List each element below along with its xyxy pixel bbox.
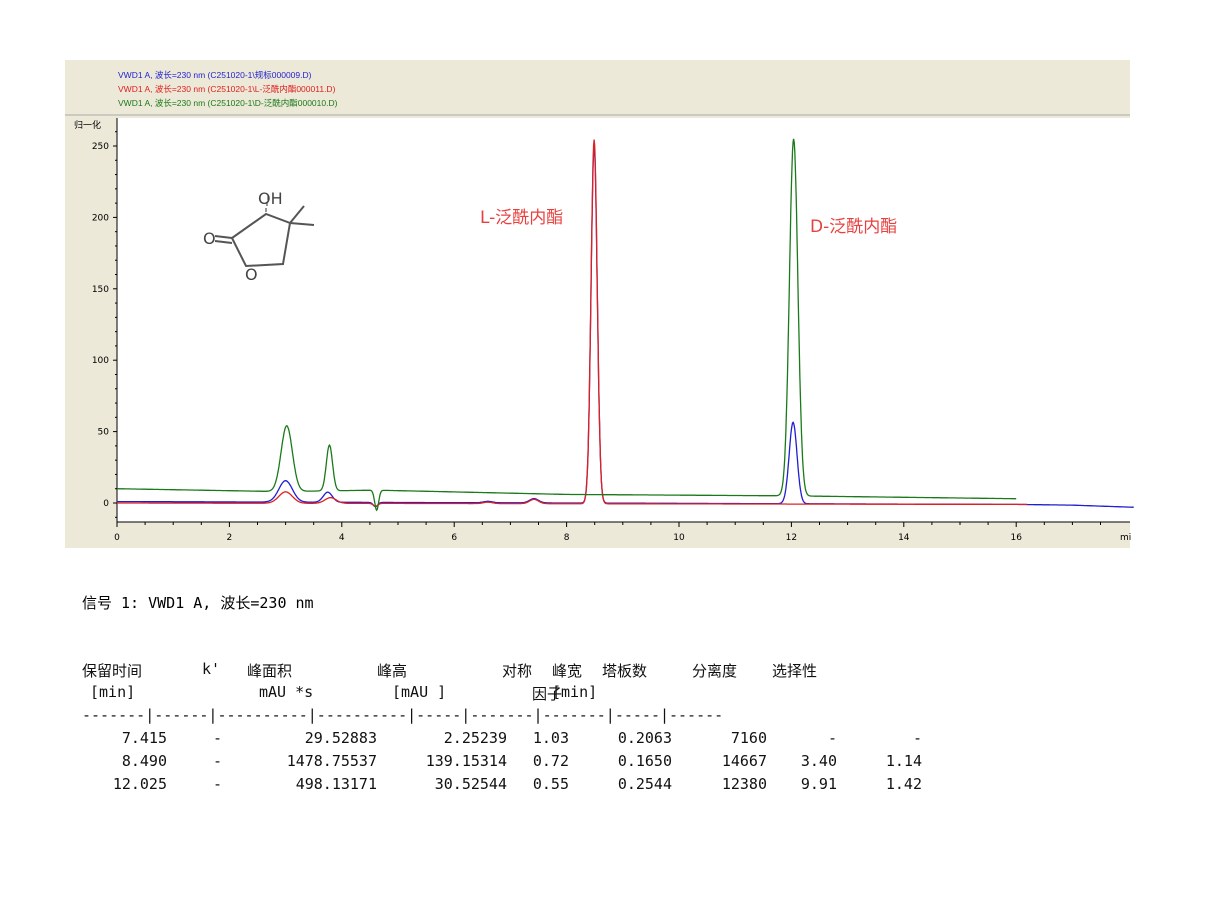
x-tick-label: 12 — [786, 533, 797, 543]
carbonyl-oxygen-label: O — [203, 229, 216, 248]
table-cell: - — [212, 775, 222, 793]
legend-entry-l: VWD1 A, 波长=230 nm (C251020-1\L-泛酰内酯00001… — [118, 84, 336, 94]
x-tick-label: 2 — [227, 533, 233, 543]
legend-entry-standard: VWD1 A, 波长=230 nm (C251020-1\规标000009.D) — [118, 70, 312, 80]
y-unit-label: 归一化 — [74, 119, 101, 131]
table-cell: 保留时间 — [82, 662, 143, 680]
table-cell: 1478.75537 — [286, 752, 377, 770]
table-cell: 3.40 — [800, 752, 837, 770]
table-cell: 0.72 — [532, 752, 569, 770]
table-cell: 峰面积 — [247, 662, 293, 680]
x-unit-label: mi — [1120, 533, 1131, 543]
table-cell: [min] — [90, 683, 136, 701]
y-tick-label: 100 — [92, 356, 109, 366]
trace-l-isomer — [117, 139, 1028, 507]
table-cell: 因子 — [532, 685, 563, 703]
table-cell: 0.2544 — [617, 775, 672, 793]
table-cell: [min] — [552, 683, 598, 701]
peak-table: 保留时间 k' 峰面积 峰高 对称 峰宽 塔板数 分离度 选择性 [min] mAU *s [mAU… — [82, 660, 982, 798]
table-row: 7.415 - 29.52883 2.25239 1.03 0.2063 7160 - - — [82, 729, 982, 752]
table-cell: 0.2063 — [617, 729, 672, 747]
chromatogram-chart: 归一化 mi 0 50 100 150 200 250 0 2 4 6 8 10 12 14 16 OH O… — [65, 114, 1134, 543]
table-cell: 1.03 — [532, 729, 569, 747]
table-cell: 1.42 — [885, 775, 922, 793]
x-tick-label: 4 — [339, 533, 345, 543]
legend-entry-d: VWD1 A, 波长=230 nm (C251020-1\D-泛酰内酯00001… — [118, 98, 338, 108]
molecule-structure-icon — [214, 196, 315, 268]
y-tick-label: 150 — [92, 285, 109, 295]
table-cell: 7160 — [730, 729, 767, 747]
signal-title: 信号 1: VWD1 A, 波长=230 nm — [82, 594, 314, 612]
table-separator: -------|------|----------|----------|---… — [82, 706, 724, 724]
table-cell: - — [212, 729, 222, 747]
table-row: 8.490 - 1478.75537 139.15314 0.72 0.1650 14667… — [82, 752, 982, 775]
table-cell: 30.52544 — [434, 775, 507, 793]
table-header-units-row: [min] mAU *s [mAU ] 因子 [min] — [82, 683, 982, 706]
plot-area — [117, 118, 1130, 522]
table-cell: 峰高 — [377, 662, 408, 680]
y-tick-label: 200 — [92, 213, 109, 223]
table-cell: 14667 — [721, 752, 767, 770]
table-header-row: 保留时间 k' 峰面积 峰高 对称 峰宽 塔板数 分离度 选择性 — [82, 660, 982, 683]
x-tick-label: 8 — [564, 533, 570, 543]
annotation-l: L-泛酰内酯 — [480, 208, 564, 228]
table-cell: 峰宽 — [552, 662, 583, 680]
x-tick-label: 16 — [1010, 533, 1022, 543]
y-tick-label: 50 — [98, 428, 110, 438]
y-tick-label: 0 — [103, 499, 109, 509]
table-cell: [mAU ] — [392, 683, 447, 701]
hydroxyl-label: OH — [258, 189, 283, 208]
table-cell: 12380 — [721, 775, 767, 793]
y-tick-label: 250 — [92, 142, 109, 152]
table-cell: 29.52883 — [304, 729, 377, 747]
trace-d-isomer — [117, 138, 1017, 512]
table-cell: k' — [202, 660, 221, 678]
table-cell: 139.15314 — [425, 752, 507, 770]
table-row: 12.025 - 498.13171 30.52544 0.55 0.2544 12380 9… — [82, 775, 982, 798]
x-tick-label: 14 — [898, 533, 910, 543]
legend: VWD1 A, 波长=230 nm (C251020-1\规标000009.D)… — [118, 68, 337, 110]
x-tick-label: 10 — [673, 533, 685, 543]
table-cell: mAU *s — [259, 683, 314, 701]
table-cell: 对称 — [502, 662, 533, 680]
table-cell: 7.415 — [121, 729, 167, 747]
ring-oxygen-label: O — [245, 265, 258, 284]
x-tick-label: 0 — [114, 533, 120, 543]
table-cell: 498.13171 — [295, 775, 377, 793]
table-cell: 9.91 — [800, 775, 837, 793]
table-cell: 12.025 — [112, 775, 167, 793]
annotation-d: D-泛酰内酯 — [810, 217, 898, 237]
table-cell: - — [212, 752, 222, 770]
table-cell: - — [827, 729, 837, 747]
table-cell: - — [912, 729, 922, 747]
table-cell: 0.55 — [532, 775, 569, 793]
table-cell: 塔板数 — [602, 662, 648, 680]
table-cell: 2.25239 — [443, 729, 507, 747]
table-cell: 选择性 — [772, 662, 818, 680]
table-cell: 0.1650 — [617, 752, 672, 770]
table-cell: 分离度 — [692, 662, 738, 680]
x-tick-label: 6 — [451, 533, 457, 543]
table-cell: 1.14 — [885, 752, 922, 770]
table-cell: 8.490 — [121, 752, 167, 770]
